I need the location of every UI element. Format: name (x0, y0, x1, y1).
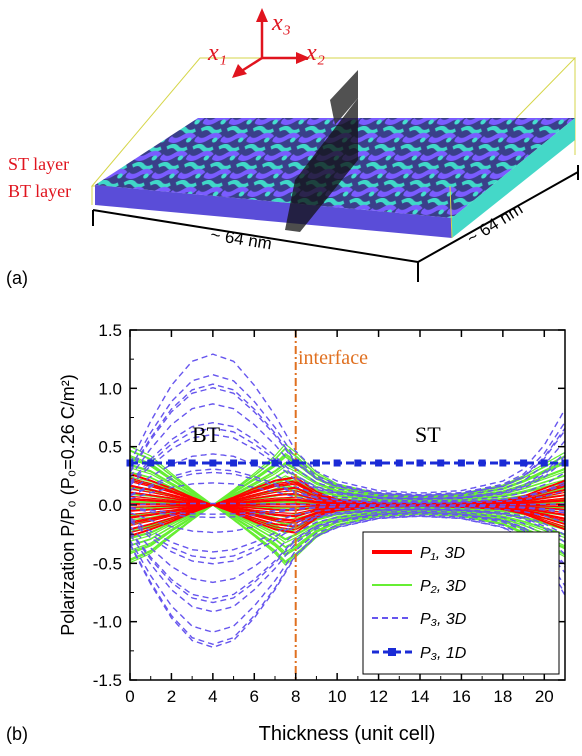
y-tick-label: 0.5 (98, 438, 122, 457)
p3-1d-point (272, 460, 279, 467)
p3-1d-point (417, 460, 424, 467)
x-tick-label: 10 (328, 687, 347, 706)
chart-svg: 0 2 4 6 8 10 12 14 16 18 20 -1.5 -1.0 -0.5 0.0 0.5 1.0 1.… (0, 300, 582, 751)
y-tick-label: -1.0 (93, 613, 122, 632)
axis-triad (232, 8, 310, 78)
panel-b-chart: 0 2 4 6 8 10 12 14 16 18 20 -1.5 -1.0 -0.5 0.0 0.5 1.0 1.… (0, 300, 582, 751)
p3-1d-point (396, 460, 403, 467)
panel-a-label: (a) (6, 268, 28, 288)
p3-1d-point (230, 460, 237, 467)
x3-label: x₃ (271, 10, 291, 36)
p3-1d-point (458, 460, 465, 467)
x-tick-label: 16 (452, 687, 471, 706)
x-axis-title: Thickness (unit cell) (259, 723, 436, 745)
p3-1d-point (354, 460, 361, 467)
st-region-label: ST (415, 422, 441, 447)
x-tick-label: 12 (369, 687, 388, 706)
p3-1d-point (479, 460, 486, 467)
y-tick-label: -1.5 (93, 671, 122, 690)
dim-front-label: ~ 64 nm (209, 225, 273, 253)
legend-p2: P₂, 3D (420, 578, 467, 595)
p3-1d-point (168, 460, 175, 467)
x-tick-label: 20 (535, 687, 554, 706)
p3-1d-point (541, 460, 548, 467)
p3-1d-point (520, 460, 527, 467)
p3-1d-point (499, 460, 506, 467)
y-tick-label: 1.5 (98, 321, 122, 340)
p3-1d-point (334, 460, 341, 467)
x-tick-label: 8 (291, 687, 300, 706)
x1-label: x₁ (207, 40, 227, 66)
panel-a-3d-structure: x₃ x₁ x₂ ST layer BT layer ~ 64 nm ~ 64 … (0, 0, 582, 300)
y-tick-label: 0.0 (98, 496, 122, 515)
x-tick-label: 14 (411, 687, 430, 706)
p3-1d-point (147, 460, 154, 467)
st-layer-label: ST layer (8, 154, 69, 174)
legend: P₁, 3D P₂, 3D P₃, 3D P₃, 1D (363, 532, 559, 674)
legend-p3-3d: P₃, 3D (420, 611, 467, 628)
y-axis-title: Polarization P/P₀ (P₀=0.26 C/m²) (58, 374, 78, 636)
x-tick-label: 4 (208, 687, 217, 706)
x2-label: x₂ (305, 40, 325, 66)
interface-label: interface (298, 347, 368, 369)
p3-1d-point (375, 460, 382, 467)
bt-layer-label: BT layer (8, 181, 71, 201)
legend-p1: P₁, 3D (420, 545, 466, 562)
p3-1d-point (292, 460, 299, 467)
bt-region-label: BT (192, 422, 221, 447)
p3-1d-point (437, 460, 444, 467)
legend-p3-1d: P₃, 1D (420, 645, 467, 662)
p3-1d-point (251, 460, 258, 467)
x-tick-label: 18 (493, 687, 512, 706)
x-tick-label: 6 (250, 687, 259, 706)
p3-1d-point (313, 460, 320, 467)
p3-1d-point (189, 460, 196, 467)
y-tick-label: -0.5 (93, 554, 122, 573)
x-tick-label: 0 (125, 687, 134, 706)
x-tick-label: 2 (167, 687, 176, 706)
panel-b-label: (b) (6, 724, 28, 744)
y-tick-label: 1.0 (98, 379, 122, 398)
p3-1d-point (209, 460, 216, 467)
panel-a-svg: x₃ x₁ x₂ ST layer BT layer ~ 64 nm ~ 64 … (0, 0, 582, 300)
